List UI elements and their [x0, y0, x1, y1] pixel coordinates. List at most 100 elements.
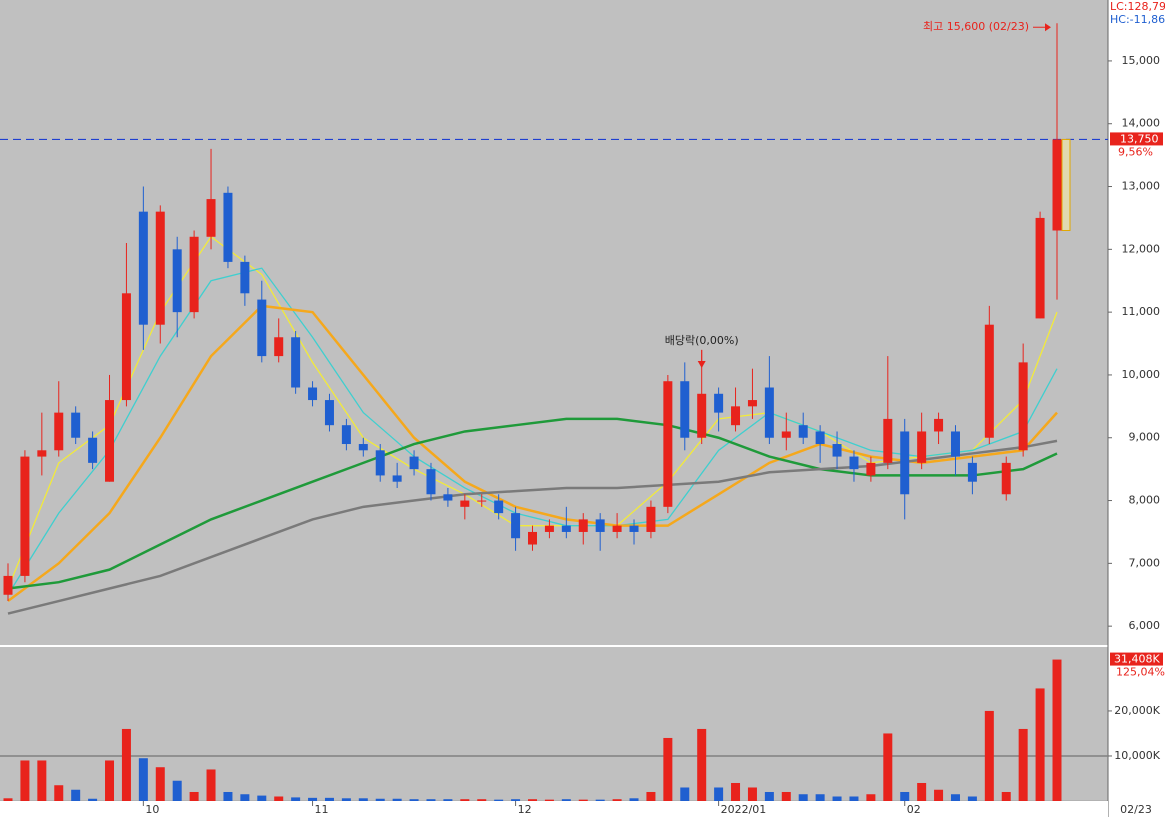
candle-body	[172, 249, 182, 313]
candle-body	[900, 431, 910, 495]
volume-bar	[595, 799, 605, 801]
volume-bar	[815, 794, 825, 801]
candle-body	[866, 462, 876, 476]
candle-body	[223, 192, 233, 262]
candle-body	[883, 418, 893, 463]
candle-body	[798, 425, 808, 438]
candle-body	[950, 431, 960, 457]
volume-bar	[341, 798, 351, 801]
candle-body	[967, 462, 977, 482]
peak-arrowhead	[1045, 23, 1051, 32]
candle-body	[731, 406, 741, 426]
candle-body	[358, 444, 368, 451]
volume-ratio-label: 125,04%	[1116, 666, 1165, 679]
x-tick-label: 12	[518, 803, 532, 816]
candle-body	[815, 431, 825, 445]
volume-bar	[866, 794, 876, 801]
volume-bar	[189, 791, 199, 801]
volume-bar	[105, 760, 115, 801]
volume-bar	[54, 785, 64, 801]
volume-box	[1110, 652, 1163, 666]
volume-bar	[460, 799, 470, 801]
candle-body	[54, 412, 64, 451]
candle-body	[764, 387, 774, 438]
volume-bar	[561, 799, 571, 801]
x-tick-label: 10	[145, 803, 159, 816]
candle-body	[155, 211, 165, 325]
candle-body	[189, 236, 199, 313]
volume-bar	[443, 799, 453, 801]
volume-bar	[223, 791, 233, 801]
candle-body	[494, 500, 504, 514]
volume-bar	[731, 782, 741, 801]
y-tick-label: 12,000	[1122, 242, 1161, 255]
moving-average	[7, 267, 1058, 596]
candle-body	[409, 456, 419, 470]
volume-bar	[291, 797, 301, 801]
volume-bar	[950, 794, 960, 801]
candle-body	[646, 506, 656, 532]
candle-body	[680, 381, 690, 438]
y-tick-label: 13,000	[1122, 180, 1161, 193]
candle-body	[257, 299, 267, 357]
volume-bar	[1001, 791, 1011, 801]
volume-bar	[967, 796, 977, 801]
volume-bar	[172, 780, 182, 801]
y-tick-label: 11,000	[1122, 305, 1161, 318]
candle-body	[561, 525, 571, 532]
candle-body	[714, 393, 724, 413]
volume-bar	[155, 767, 165, 801]
x-tick-label: 02	[907, 803, 921, 816]
candle-body	[20, 456, 30, 576]
x-tick-label: 2022/01	[721, 803, 767, 816]
candle-body	[291, 337, 301, 388]
volume-bar	[308, 797, 318, 801]
y-tick-label: 9,000	[1129, 431, 1161, 444]
volume-bar	[1035, 688, 1045, 801]
candle-body	[1052, 139, 1062, 231]
y-tick-label: 10,000K	[1114, 749, 1160, 762]
candle-body	[105, 400, 115, 482]
candle-body	[392, 475, 402, 482]
candle-body	[206, 199, 216, 237]
plot-background	[0, 0, 1108, 800]
candle-body	[832, 444, 842, 457]
volume-bar	[714, 787, 724, 801]
candle-body	[747, 400, 757, 407]
volume-bar	[798, 794, 808, 801]
volume-bar	[747, 787, 757, 801]
candle-body	[544, 525, 554, 532]
last-candle-box	[1061, 138, 1071, 231]
ex-dividend-label: 배당락(0,00%)	[665, 334, 739, 347]
volume-bar	[206, 769, 216, 801]
volume-bar	[392, 798, 402, 801]
volume-bar	[88, 798, 98, 801]
candle-body	[426, 469, 436, 495]
candle-body	[477, 500, 487, 502]
volume-bar	[494, 799, 504, 801]
volume-box-label: 31,408K	[1114, 653, 1160, 666]
volume-bar	[832, 796, 842, 801]
volume-bar	[257, 795, 267, 801]
candle-body	[138, 211, 148, 325]
peak-label: 최고 15,600 (02/23)	[923, 20, 1029, 33]
hc-label: HC:-11,86	[1110, 13, 1165, 26]
candle-body	[697, 393, 707, 438]
y-tick-label: 20,000K	[1114, 704, 1160, 717]
volume-bar	[511, 799, 521, 801]
candle-body	[629, 525, 639, 532]
y-tick-label: 8,000	[1129, 494, 1161, 507]
candle-body	[443, 494, 453, 501]
y-tick-label: 6,000	[1129, 619, 1161, 632]
volume-bar	[477, 799, 487, 801]
volume-bar	[544, 799, 554, 801]
candle-body	[934, 418, 944, 432]
volume-bar	[984, 710, 994, 801]
x-tick-label: 11	[315, 803, 329, 816]
candle-body	[984, 324, 994, 438]
candle-body	[578, 519, 588, 532]
moving-average	[7, 439, 1058, 615]
volume-bar	[71, 789, 81, 801]
change-label: 9,56%	[1118, 145, 1153, 158]
